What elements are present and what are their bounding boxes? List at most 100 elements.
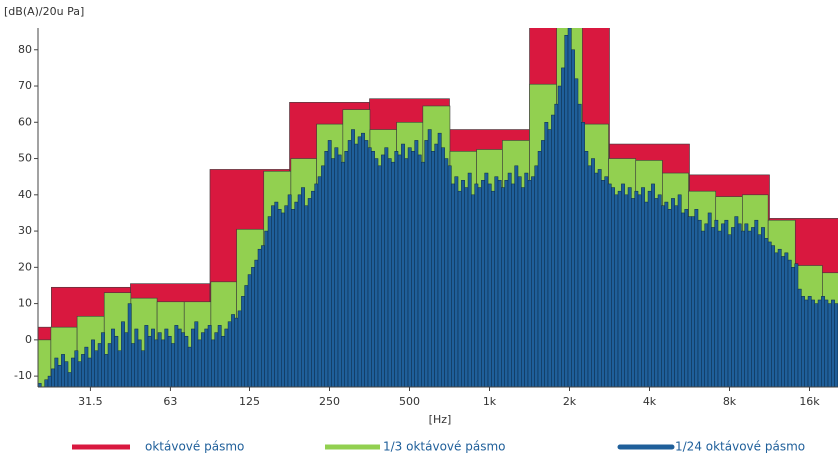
bar (421, 161, 425, 387)
bar (77, 361, 82, 387)
bar (581, 122, 585, 387)
bar (764, 238, 769, 387)
bar (71, 357, 75, 387)
bar (574, 78, 579, 387)
bar (207, 325, 212, 387)
bar (121, 321, 125, 387)
bar (157, 332, 162, 387)
bar (721, 223, 725, 387)
bar (801, 296, 805, 387)
x-axis-label: [Hz] (429, 413, 452, 426)
bar (734, 216, 739, 387)
bar (377, 165, 382, 387)
bar (701, 230, 705, 387)
bar (44, 379, 49, 387)
bar (341, 161, 345, 387)
y-tick-label: 0 (25, 333, 32, 346)
x-tick-label: 8k (723, 395, 737, 408)
bar (204, 328, 209, 387)
bar (434, 143, 439, 387)
bar (781, 256, 785, 387)
bar (547, 129, 552, 387)
bar (774, 252, 779, 387)
bar (54, 357, 59, 387)
bar (381, 154, 385, 387)
bar (584, 151, 589, 387)
x-tick-label: 2k (563, 395, 577, 408)
bar (104, 354, 109, 387)
bar (557, 85, 562, 387)
bar (537, 151, 542, 387)
bar (344, 151, 349, 387)
bar (834, 303, 838, 387)
bar (84, 346, 89, 387)
bar (314, 183, 319, 387)
bar (664, 201, 669, 387)
bar (424, 140, 429, 387)
bar (661, 205, 665, 387)
bar (201, 332, 205, 387)
bar (131, 343, 135, 387)
bar (327, 140, 332, 387)
bar (357, 136, 362, 387)
bar (307, 198, 312, 387)
bar (784, 252, 789, 387)
bar (404, 158, 409, 387)
bar (517, 176, 522, 387)
bar (47, 375, 52, 387)
bar (254, 259, 259, 387)
bar (507, 172, 512, 387)
bar (331, 158, 335, 387)
bar (601, 180, 605, 387)
bar (441, 147, 445, 387)
bar (57, 364, 62, 387)
bar (457, 190, 462, 387)
bar (814, 303, 819, 387)
bar (167, 335, 172, 387)
bar (767, 241, 772, 387)
bar (627, 187, 632, 387)
bar (497, 180, 502, 387)
bar (654, 198, 659, 387)
bar (171, 343, 175, 387)
bar (824, 299, 829, 387)
bar (807, 296, 812, 387)
bar (484, 172, 489, 387)
bar (194, 321, 199, 387)
bar (417, 154, 422, 387)
bar (524, 172, 529, 387)
bar (51, 368, 55, 387)
bar (267, 216, 272, 387)
bar (477, 187, 482, 387)
bar (321, 165, 325, 387)
bar (447, 165, 452, 387)
bar (621, 183, 625, 387)
bar (594, 172, 599, 387)
bar (107, 343, 112, 387)
bar (364, 140, 369, 387)
bar (564, 35, 569, 387)
bar (724, 219, 729, 387)
bar (681, 212, 685, 387)
bar (817, 299, 822, 387)
bar (221, 335, 225, 387)
bar (437, 132, 442, 387)
bar (757, 234, 762, 387)
bar (464, 187, 469, 387)
bar (394, 151, 399, 387)
bar (641, 187, 645, 387)
bar (461, 180, 465, 387)
bar (287, 194, 292, 387)
y-tick-label: 30 (18, 224, 32, 237)
bar (551, 114, 555, 387)
bar (211, 339, 215, 387)
bar (151, 328, 155, 387)
x-tick-label: 63 (163, 395, 177, 408)
y-axis-label: [dB(A)/20u Pa] (4, 5, 84, 18)
bar (427, 129, 432, 387)
bar (604, 176, 609, 387)
bar (704, 223, 709, 387)
bar (634, 190, 639, 387)
x-tick-label: 125 (239, 395, 260, 408)
bar (651, 183, 655, 387)
